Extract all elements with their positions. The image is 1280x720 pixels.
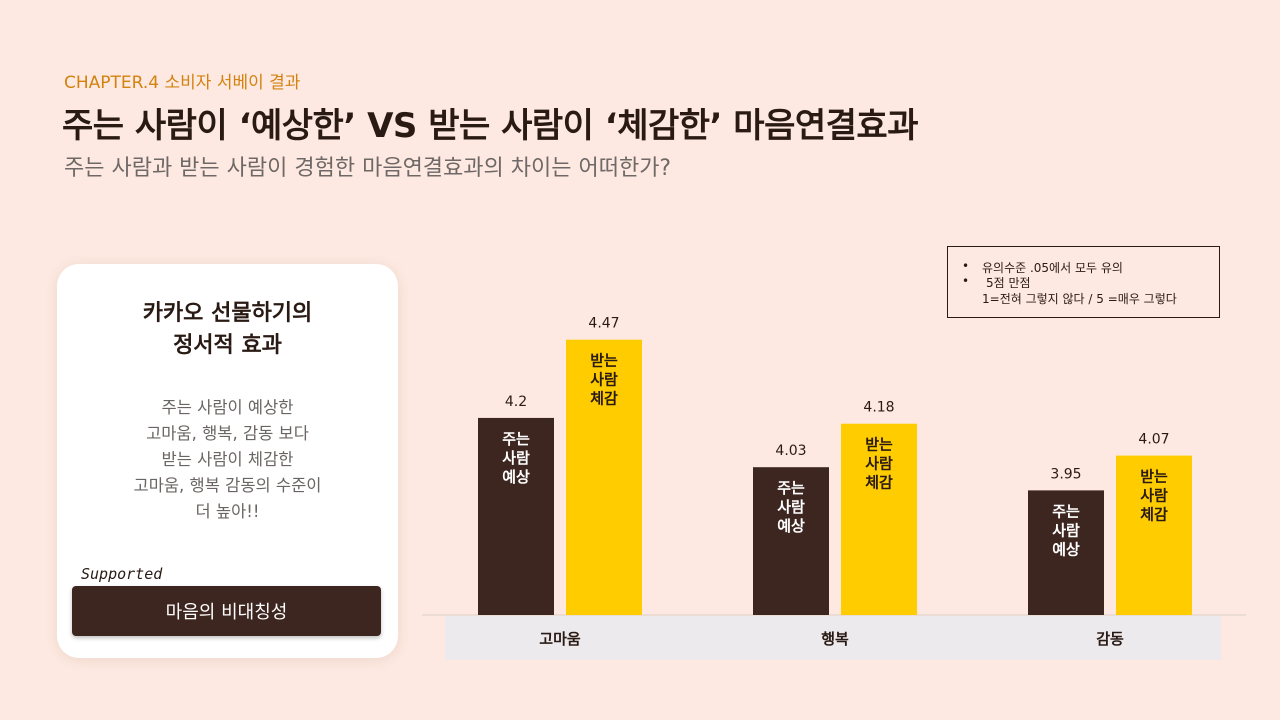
- bar-series-label: 예상: [502, 468, 530, 486]
- data-label: 4.18: [863, 400, 894, 416]
- card-body-line: 고마움, 행복, 감동 보다: [146, 424, 309, 443]
- card-title: 카카오 선물하기의 정서적 효과: [57, 298, 398, 362]
- bar: [478, 417, 554, 615]
- bar-series-label: 체감: [865, 474, 893, 492]
- data-label: 4.03: [775, 443, 806, 459]
- category-label: 행복: [821, 630, 849, 648]
- page-subtitle: 주는 사람과 받는 사람이 경험한 마음연결효과의 차이는 어떠한가?: [64, 156, 672, 181]
- bar-series-label: 체감: [1140, 506, 1168, 524]
- category-band: [445, 616, 1221, 660]
- note-bullet: •: [962, 274, 970, 288]
- card-body-line: 더 높아!!: [195, 502, 260, 521]
- bar-series-label: 사람: [777, 498, 805, 516]
- category-label: 감동: [1096, 630, 1124, 648]
- bar-series-label: 예상: [1052, 540, 1080, 558]
- bar-series-label: 사람: [590, 371, 618, 389]
- bar-series-label: 예상: [777, 517, 805, 535]
- bar-series-label: 주는: [777, 479, 805, 497]
- bar-series-label: 받는: [865, 436, 893, 454]
- card-title-line: 카카오 선물하기의: [142, 301, 313, 326]
- bar-series-label: 사람: [502, 449, 530, 467]
- bar-series-label: 사람: [865, 455, 893, 473]
- note-bullet: •: [962, 259, 970, 273]
- bar-series-label: 체감: [590, 390, 618, 408]
- data-label: 3.95: [1050, 466, 1081, 482]
- supported-label: Supported: [81, 565, 163, 583]
- card-body-line: 주는 사람이 예상한: [161, 398, 294, 417]
- note-line: 5점 만점: [986, 276, 1031, 290]
- bar-series-label: 받는: [1140, 468, 1168, 486]
- bar: [1116, 455, 1192, 615]
- bar: [753, 467, 829, 615]
- chapter-label: CHAPTER.4 소비자 서베이 결과: [64, 73, 301, 93]
- data-label: 4.2: [505, 394, 527, 410]
- data-label: 4.07: [1138, 432, 1169, 448]
- bar: [841, 423, 917, 615]
- card-title-line: 정서적 효과: [173, 333, 282, 358]
- bar: [566, 339, 642, 615]
- asymmetry-button[interactable]: 마음의 비대칭성: [72, 586, 381, 636]
- note-line: 1=전혀 그렇지 않다 / 5 =매우 그렇다: [982, 292, 1177, 306]
- bar-series-label: 사람: [1052, 521, 1080, 539]
- bar-series-label: 주는: [502, 430, 530, 448]
- note-line: 유의수준 .05에서 모두 유의: [982, 261, 1123, 275]
- card-body-line: 고마움, 행복 감동의 수준이: [133, 476, 322, 495]
- summary-card: 카카오 선물하기의 정서적 효과 주는 사람이 예상한 고마움, 행복, 감동 …: [57, 264, 398, 658]
- card-body: 주는 사람이 예상한 고마움, 행복, 감동 보다 받는 사람이 체감한 고마움…: [57, 395, 398, 525]
- significance-note: • 유의수준 .05에서 모두 유의 • 5점 만점 1=전혀 그렇지 않다 /…: [947, 246, 1220, 318]
- category-label: 고마움: [539, 630, 581, 648]
- card-body-line: 받는 사람이 체감한: [161, 450, 294, 469]
- bar-series-label: 받는: [590, 352, 618, 370]
- page-title: 주는 사람이 ‘예상한’ VS 받는 사람이 ‘체감한’ 마음연결효과: [62, 106, 918, 146]
- data-label: 4.47: [588, 316, 619, 332]
- bar-series-label: 사람: [1140, 487, 1168, 505]
- bar: [1028, 490, 1104, 615]
- bar-series-label: 주는: [1052, 502, 1080, 520]
